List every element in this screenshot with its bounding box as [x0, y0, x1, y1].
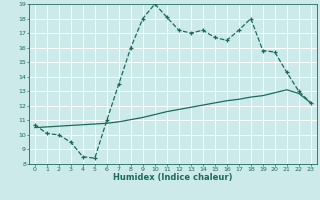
X-axis label: Humidex (Indice chaleur): Humidex (Indice chaleur): [113, 173, 233, 182]
